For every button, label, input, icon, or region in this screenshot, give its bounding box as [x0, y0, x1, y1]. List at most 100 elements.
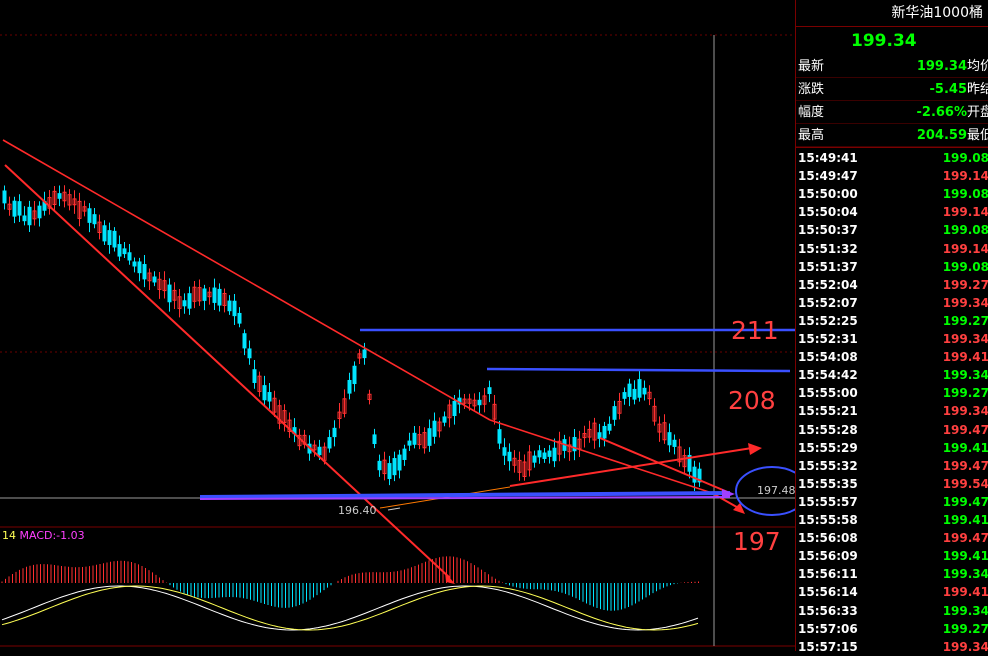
arrow-head	[445, 572, 455, 584]
arrow-head	[748, 443, 762, 455]
candle	[372, 434, 377, 445]
kline-chart[interactable]	[0, 0, 795, 651]
candle	[357, 353, 362, 359]
candle	[482, 395, 487, 405]
candle	[137, 261, 142, 274]
trade-price: 199.08	[942, 151, 988, 165]
trade-row: 15:50:04 199.14	[796, 203, 988, 221]
trade-row: 15:55:35 199.54	[796, 475, 988, 493]
candle	[427, 428, 432, 446]
trade-time: 15:55:28	[798, 422, 858, 437]
trade-time: 15:55:00	[798, 386, 858, 401]
trade-time: 15:49:47	[798, 169, 858, 184]
candle	[437, 421, 442, 432]
candle	[662, 422, 667, 441]
trade-row: 15:54:42 199.34	[796, 366, 988, 384]
trade-price: 199.27	[942, 621, 988, 636]
candle	[282, 410, 287, 424]
candle	[367, 393, 372, 401]
candle	[7, 203, 12, 210]
trade-price: 199.41	[942, 585, 988, 600]
candle	[622, 392, 627, 399]
trade-list[interactable]: 15:49:41 199.08 15:49:47 199.14 15:50:00 199.…	[796, 147, 988, 654]
candle	[572, 436, 577, 452]
quote-value: 204.59	[916, 128, 967, 143]
candle	[652, 405, 657, 422]
candle	[447, 404, 452, 419]
low-tag-pointer	[387, 507, 401, 511]
candle	[467, 398, 472, 404]
candle	[217, 288, 222, 306]
chart-area[interactable]: 211 208 197 196.40 197.48 14 MACD:-1.03	[0, 0, 796, 651]
trade-row: 15:55:21 199.34	[796, 402, 988, 420]
candle	[647, 391, 652, 400]
macd-label: 14 MACD:-1.03	[2, 529, 85, 542]
candle	[267, 392, 272, 402]
trade-time: 15:55:32	[798, 458, 858, 473]
candle	[257, 375, 262, 392]
candle	[697, 468, 702, 483]
candle	[497, 429, 502, 444]
macd-dea-line	[1, 585, 699, 631]
candle	[682, 455, 687, 468]
candle	[337, 411, 342, 419]
instrument-title: 新华油1000桶	[796, 0, 988, 27]
candle	[392, 458, 397, 476]
trade-time: 15:55:35	[798, 476, 858, 491]
candle	[632, 388, 637, 400]
candle	[402, 448, 407, 460]
candle	[157, 278, 162, 290]
macd-dif-line	[1, 585, 699, 631]
trade-price: 199.08	[942, 259, 988, 274]
quote-label: 最高	[798, 128, 825, 143]
trade-time: 15:50:37	[798, 223, 858, 238]
candle	[507, 451, 512, 462]
quote-label: 幅度	[798, 105, 825, 120]
trade-row: 15:51:32 199.14	[796, 240, 988, 258]
candle	[262, 385, 267, 401]
current-price-tag: 197.48	[757, 484, 796, 497]
trade-time: 15:55:21	[798, 404, 858, 419]
candle	[232, 300, 237, 317]
trade-time: 15:55:58	[798, 513, 858, 527]
candle	[122, 248, 127, 255]
quote-label: 最新	[798, 59, 825, 74]
trade-row: 15:50:00 199.08	[796, 185, 988, 203]
candle	[312, 444, 317, 451]
candle	[167, 284, 172, 303]
candle	[87, 208, 92, 223]
candle	[112, 230, 117, 248]
candle	[347, 379, 352, 394]
candle	[212, 287, 217, 303]
quote-value: -2.66%	[916, 105, 968, 120]
candle	[677, 446, 682, 463]
candle	[397, 454, 402, 471]
current-price-circle	[735, 466, 795, 516]
quote-label: 涨跌	[798, 82, 825, 97]
candle	[657, 423, 662, 433]
trade-time: 15:55:57	[798, 494, 858, 509]
trade-price: 199.34	[942, 368, 988, 383]
candle	[47, 197, 52, 209]
candle	[202, 288, 207, 301]
candle	[272, 397, 277, 413]
trade-time: 15:52:04	[798, 277, 858, 292]
quote-value: 199.34	[916, 59, 967, 74]
trade-price: 199.34	[942, 639, 988, 654]
candle	[77, 200, 82, 219]
candle	[492, 403, 497, 420]
trade-row: 15:56:33 199.34	[796, 602, 988, 620]
candle	[412, 432, 417, 445]
candle	[617, 400, 622, 414]
candle	[592, 422, 597, 441]
candle	[587, 428, 592, 438]
candle	[422, 432, 427, 449]
candle	[102, 225, 107, 242]
macd-value: MACD:-1.03	[19, 529, 85, 542]
candle	[107, 230, 112, 246]
trade-price: 199.41	[942, 549, 988, 564]
trade-row: 15:52:04 199.27	[796, 276, 988, 294]
candle	[452, 400, 457, 417]
trade-price: 199.08	[942, 223, 988, 238]
trade-time: 15:54:08	[798, 350, 858, 365]
